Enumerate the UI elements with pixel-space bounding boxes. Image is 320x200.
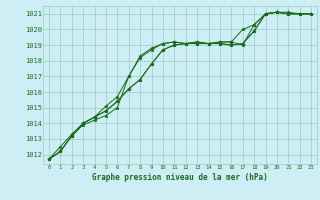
X-axis label: Graphe pression niveau de la mer (hPa): Graphe pression niveau de la mer (hPa) (92, 173, 268, 182)
